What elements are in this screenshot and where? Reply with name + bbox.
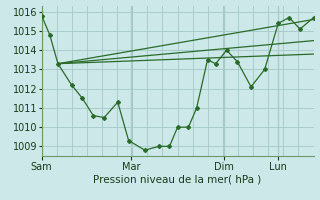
X-axis label: Pression niveau de la mer( hPa ): Pression niveau de la mer( hPa ) [93, 174, 262, 184]
